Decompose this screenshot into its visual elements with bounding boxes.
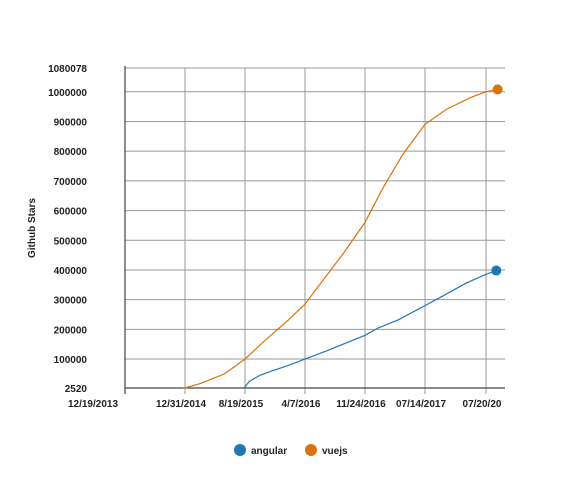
y-axis-label: Github Stars (27, 198, 38, 258)
x-tick-label: 8/19/2015 (219, 399, 264, 410)
legend-swatch-vuejs (305, 444, 317, 456)
y-tick-label: 2520 (65, 384, 88, 395)
y-tick-label: 1000000 (48, 88, 87, 99)
end-marker-angular (491, 265, 502, 276)
end-marker-vuejs (492, 84, 503, 95)
y-tick-label: 100000 (54, 355, 88, 366)
end-markers (491, 84, 503, 276)
x-tick-label: 11/24/2016 (336, 399, 386, 410)
y-tick-label: 700000 (54, 177, 88, 188)
axes (124, 66, 505, 394)
y-tick-label: 500000 (54, 236, 88, 247)
grid (125, 67, 505, 394)
y-tick-label: 1080078 (48, 64, 87, 75)
x-tick-label: 12/19/2013 (68, 399, 118, 410)
series-line-vuejs (183, 88, 498, 389)
y-tick-label: 300000 (54, 296, 88, 307)
y-tick-label: 200000 (54, 325, 88, 336)
y-tick-label: 800000 (54, 147, 88, 158)
legend-swatch-angular (234, 444, 246, 456)
series-lines (183, 88, 498, 389)
legend: angular vuejs (234, 444, 348, 457)
series-line-angular (243, 270, 497, 389)
legend-label-vuejs: vuejs (322, 446, 348, 457)
y-tick-label: 400000 (54, 266, 88, 277)
x-tick-label: 07/20/20 (463, 399, 502, 410)
y-tick-label: 900000 (54, 117, 88, 128)
x-tick-label: 4/7/2016 (282, 399, 321, 410)
legend-label-angular: angular (251, 446, 287, 457)
tick-labels: 2520 100000 200000 300000 400000 500000 600000… (48, 64, 502, 410)
y-tick-label: 600000 (54, 207, 88, 218)
x-tick-label: 12/31/2014 (156, 399, 206, 410)
x-tick-label: 07/14/2017 (396, 399, 446, 410)
